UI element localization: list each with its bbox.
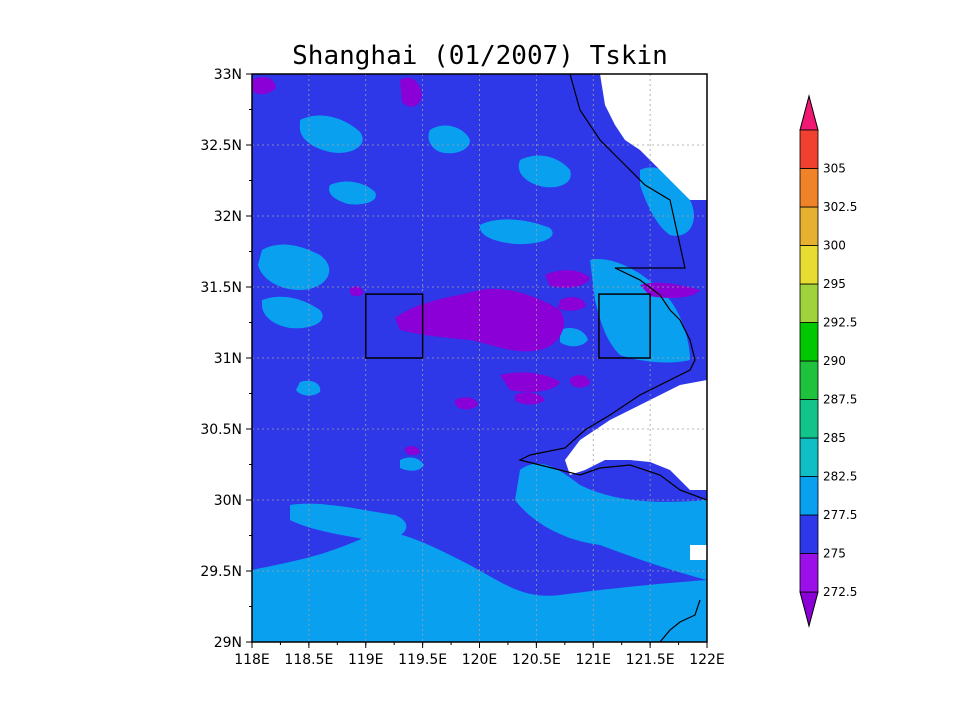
y-tick-label: 31N xyxy=(214,351,242,367)
cold-patch-north-1 xyxy=(400,77,422,107)
warm-patch-northwest xyxy=(258,244,330,290)
colorbar-bin xyxy=(799,245,819,285)
warm-patch-center xyxy=(400,457,424,471)
coastline xyxy=(518,74,707,501)
warm-patch-south-mid xyxy=(290,503,407,541)
cold-patch-south-2 xyxy=(515,392,545,405)
warm-patch-east-north xyxy=(640,167,694,236)
cold-patch-east-2 xyxy=(558,297,586,311)
colorbar-bin xyxy=(799,283,819,323)
colorbar-bin xyxy=(799,360,819,400)
x-tick-label: 120E xyxy=(462,652,498,668)
colorbar-low-triangle xyxy=(799,591,819,628)
colorbar-label: 285 xyxy=(823,431,846,445)
warm-patch-west-1 xyxy=(296,380,321,396)
x-tick-label: 120.5E xyxy=(512,652,561,668)
warm-patch-north-1 xyxy=(299,115,363,153)
colorbar-bin xyxy=(799,514,819,554)
warm-patch-mid-east xyxy=(560,328,588,347)
x-tick-label: 118.5E xyxy=(284,652,333,668)
y-tick-label: 32.5N xyxy=(200,138,242,154)
colorbar-bin xyxy=(799,476,819,516)
colorbar-label: 282.5 xyxy=(823,470,857,484)
colorbar-high-triangle xyxy=(799,94,819,131)
colorbar-bin xyxy=(799,553,819,593)
x-tick-label: 121.5E xyxy=(626,652,675,668)
colorbar-bin xyxy=(799,437,819,477)
missing-patch-east xyxy=(565,380,707,490)
colorbar-bin xyxy=(799,322,819,362)
cold-patch-west xyxy=(350,286,364,297)
y-axis: 29N 29.5N 30N 30.5N 31N 31.5N 32N 32.5N 33N xyxy=(200,67,252,651)
cold-patch-northeast xyxy=(640,282,700,298)
y-tick-label: 33N xyxy=(214,67,242,83)
colorbar-label: 302.5 xyxy=(823,200,857,214)
warm-patch-coast-east xyxy=(590,259,690,363)
y-tick-label: 30.5N xyxy=(200,422,242,438)
warm-patch-north-5 xyxy=(329,181,376,205)
colorbar-label: 290 xyxy=(823,354,846,368)
cold-patch-north-2 xyxy=(252,77,276,95)
y-tick-label: 30N xyxy=(214,493,242,509)
colorbar-label: 300 xyxy=(823,239,846,253)
cold-patch-south-1 xyxy=(455,397,478,410)
region-box-2 xyxy=(598,293,651,359)
cold-patch-east-3 xyxy=(500,372,560,392)
warm-patch-north-3 xyxy=(518,155,571,188)
warm-patch-northwest-2 xyxy=(262,296,323,329)
region-box-1 xyxy=(365,293,424,359)
colorbar: 272.5 275 277.5 282.5 285 287.5 290 292.5 295 300… xyxy=(799,94,857,628)
x-tick-label: 121E xyxy=(575,652,611,668)
analysis-regions xyxy=(365,293,651,359)
colorbar-label: 305 xyxy=(823,162,846,176)
colorbar-bin xyxy=(799,206,819,246)
chart-title: Shanghai (01/2007) Tskin xyxy=(292,41,668,71)
cold-patch-south-3 xyxy=(405,446,420,456)
colorbar-bin xyxy=(799,129,819,169)
x-axis: 118E 118.5E 119E 119.5E 120E 120.5E 121E 121.5E… xyxy=(234,642,725,668)
cold-patch-east-1 xyxy=(545,270,590,288)
colorbar-label: 287.5 xyxy=(823,393,857,407)
missing-patch-northeast xyxy=(600,74,707,200)
y-tick-label: 31.5N xyxy=(200,280,242,296)
colorbar-label: 277.5 xyxy=(823,508,857,522)
y-tick-label: 29N xyxy=(214,635,242,651)
colorbar-bin xyxy=(799,168,819,208)
colorbar-label: 272.5 xyxy=(823,585,857,599)
x-tick-label: 118E xyxy=(234,652,270,668)
coastline-south xyxy=(659,599,701,642)
y-tick-label: 29.5N xyxy=(200,564,242,580)
x-tick-label: 119E xyxy=(348,652,384,668)
x-tick-label: 119.5E xyxy=(398,652,447,668)
warm-patch-southeast-coast xyxy=(515,463,707,580)
y-tick-label: 32N xyxy=(214,209,242,225)
x-tick-label: 122E xyxy=(689,652,725,668)
colorbar-bin xyxy=(799,399,819,439)
warm-patch-north-2 xyxy=(428,125,470,154)
missing-patch-east-small xyxy=(690,545,707,560)
cold-patch-east-4 xyxy=(570,375,590,388)
colorbar-label: 295 xyxy=(823,277,846,291)
colorbar-label: 292.5 xyxy=(823,316,857,330)
missing-field-patches xyxy=(565,74,707,560)
grid-lines xyxy=(252,74,707,642)
colorbar-label: 275 xyxy=(823,547,846,561)
warm-patch-north-4 xyxy=(479,219,553,245)
